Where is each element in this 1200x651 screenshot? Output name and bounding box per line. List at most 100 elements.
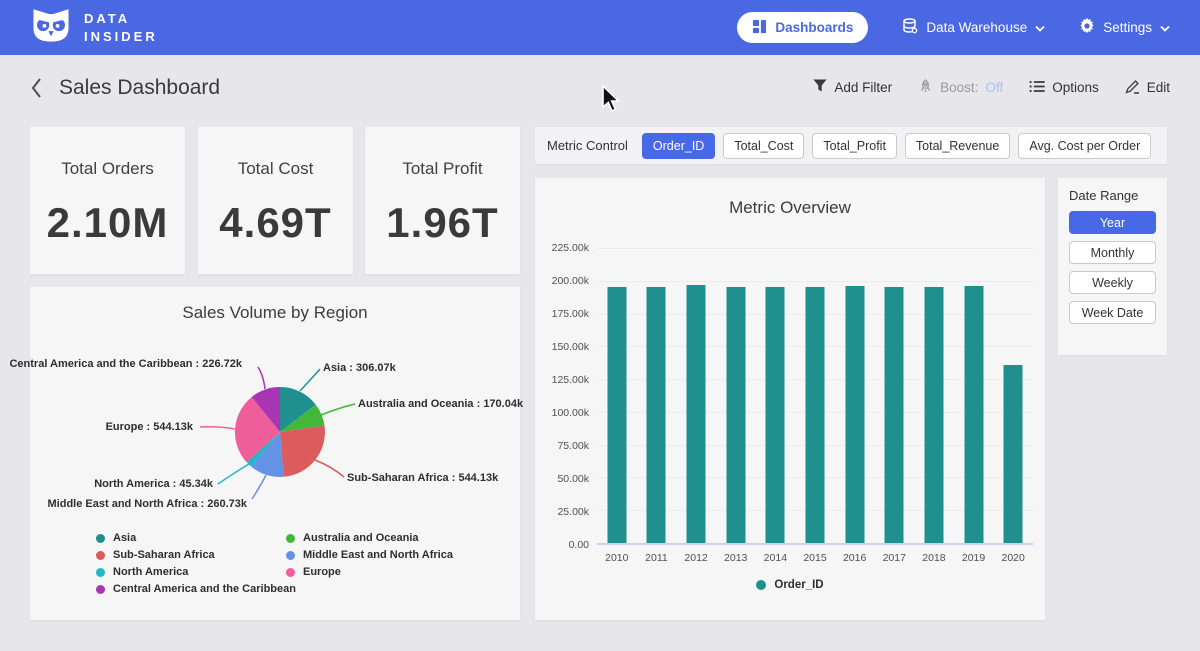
boost-value: Off xyxy=(985,80,1003,95)
legend-dot xyxy=(286,534,295,543)
pie-label-europe: Europe : 544.13k xyxy=(106,421,193,433)
metric-overview-card: Metric Overview 225.00k200.00k175.00k150… xyxy=(535,178,1045,620)
back-button[interactable] xyxy=(30,77,43,99)
metric-control-label: Metric Control xyxy=(547,138,628,153)
page-header: Sales Dashboard Add Filter Boost: Off xyxy=(0,55,1200,120)
dashboard-grid-icon xyxy=(752,19,767,37)
gridline xyxy=(597,248,1033,249)
bar-2019 xyxy=(964,286,983,543)
x-tick-label: 2017 xyxy=(883,552,906,564)
x-tick-label: 2010 xyxy=(605,552,628,564)
date-button-year[interactable]: Year xyxy=(1069,211,1156,234)
boost-toggle[interactable]: Boost: Off xyxy=(918,79,1003,97)
y-tick-label: 25.00k xyxy=(557,506,589,518)
gear-icon xyxy=(1079,18,1095,37)
options-button[interactable]: Options xyxy=(1029,80,1099,96)
x-tick-label: 2015 xyxy=(803,552,826,564)
pie-legend-col-1: AsiaSub-Saharan AfricaNorth AmericaCentr… xyxy=(96,532,296,595)
metric-button-total-profit[interactable]: Total_Profit xyxy=(812,133,897,159)
legend-label: Asia xyxy=(113,532,136,544)
x-tick-label: 2012 xyxy=(684,552,707,564)
pie-leader-line xyxy=(218,464,249,484)
bar-2016 xyxy=(845,286,864,543)
legend-dot xyxy=(96,585,105,594)
add-filter-button[interactable]: Add Filter xyxy=(813,79,892,96)
database-icon xyxy=(902,18,918,37)
chevron-down-icon xyxy=(1035,20,1045,35)
pie-leader-line xyxy=(252,475,266,499)
data-warehouse-button[interactable]: Data Warehouse xyxy=(902,18,1045,37)
y-tick-label: 225.00k xyxy=(552,242,589,254)
pie-label-middle-east-and-north-africa: Middle East and North Africa : 260.73k xyxy=(48,498,247,510)
y-tick-label: 100.00k xyxy=(552,407,589,419)
metric-button-avg-cost-per-order[interactable]: Avg. Cost per Order xyxy=(1018,133,1151,159)
pie-label-australia-and-oceania: Australia and Oceania : 170.04k xyxy=(358,398,523,410)
rocket-icon xyxy=(918,79,933,97)
brand-line2: INSIDER xyxy=(84,28,158,46)
pie-leader-line xyxy=(258,367,265,389)
dashboards-button[interactable]: Dashboards xyxy=(737,12,868,43)
bar-2020 xyxy=(1004,365,1023,543)
legend-dot xyxy=(96,551,105,560)
bar-plot xyxy=(597,248,1033,545)
legend-dot xyxy=(286,568,295,577)
dashboards-label: Dashboards xyxy=(775,20,853,35)
filter-icon xyxy=(813,79,827,96)
y-tick-label: 75.00k xyxy=(557,440,589,452)
kpi-label: Total Cost xyxy=(238,159,314,179)
pie-slice-sub-saharan-africa xyxy=(280,426,325,477)
bar-legend-dot xyxy=(756,580,766,590)
bar-x-axis: 2010201120122013201420152016201720182019… xyxy=(597,552,1033,566)
legend-label: Middle East and North Africa xyxy=(303,549,453,561)
x-tick-label: 2011 xyxy=(645,552,668,564)
edit-label: Edit xyxy=(1147,80,1170,95)
pie-leader-line xyxy=(200,427,235,429)
legend-label: Australia and Oceania xyxy=(303,532,419,544)
metric-button-total-revenue[interactable]: Total_Revenue xyxy=(905,133,1010,159)
date-button-weekly[interactable]: Weekly xyxy=(1069,271,1156,294)
chevron-down-icon xyxy=(1160,20,1170,35)
x-tick-label: 2020 xyxy=(1001,552,1024,564)
metric-button-total-cost[interactable]: Total_Cost xyxy=(723,133,804,159)
kpi-value: 4.69T xyxy=(219,199,331,247)
brand[interactable]: DATA INSIDER xyxy=(30,6,158,49)
legend-label: North America xyxy=(113,566,188,578)
legend-item-europe: Europe xyxy=(286,566,453,578)
header-actions: Add Filter Boost: Off xyxy=(813,79,1170,97)
bar-2018 xyxy=(924,287,943,543)
y-tick-label: 0.00 xyxy=(569,539,589,551)
legend-label: Central America and the Caribbean xyxy=(113,583,296,595)
pie-label-north-america: North America : 45.34k xyxy=(94,478,213,490)
bar-2012 xyxy=(687,285,706,543)
gridline xyxy=(597,281,1033,282)
legend-label: Europe xyxy=(303,566,341,578)
options-label: Options xyxy=(1052,80,1099,95)
settings-button[interactable]: Settings xyxy=(1079,18,1170,37)
x-tick-label: 2019 xyxy=(962,552,985,564)
brand-text: DATA INSIDER xyxy=(84,10,158,45)
settings-label: Settings xyxy=(1103,20,1152,35)
bar-2011 xyxy=(647,287,666,543)
navbar-actions: Dashboards Data Warehouse xyxy=(737,12,1170,43)
data-warehouse-label: Data Warehouse xyxy=(926,20,1027,35)
sales-volume-card: Sales Volume by Region Asia : 306.07k Au… xyxy=(30,287,520,620)
legend-dot xyxy=(286,551,295,560)
y-tick-label: 50.00k xyxy=(557,473,589,485)
date-button-monthly[interactable]: Monthly xyxy=(1069,241,1156,264)
bar-2017 xyxy=(885,287,904,543)
legend-item-central-america-and-the-caribbean: Central America and the Caribbean xyxy=(96,583,296,595)
sales-dashboard-app: DATA INSIDER Dashboards xyxy=(0,0,1200,651)
y-tick-label: 125.00k xyxy=(552,374,589,386)
owl-logo-icon xyxy=(30,6,72,49)
y-tick-label: 150.00k xyxy=(552,341,589,353)
pie-leader-line xyxy=(321,404,355,415)
metric-button-order-id[interactable]: Order_ID xyxy=(642,133,715,159)
y-tick-label: 175.00k xyxy=(552,308,589,320)
edit-button[interactable]: Edit xyxy=(1125,79,1170,97)
bar-y-axis: 225.00k200.00k175.00k150.00k125.00k100.0… xyxy=(535,248,589,545)
date-button-week-date[interactable]: Week Date xyxy=(1069,301,1156,324)
metric-control-strip: Metric Control Order_ID Total_Cost Total_P… xyxy=(535,127,1167,164)
brand-line1: DATA xyxy=(84,10,158,28)
add-filter-label: Add Filter xyxy=(834,80,892,95)
bar-2015 xyxy=(806,287,825,543)
